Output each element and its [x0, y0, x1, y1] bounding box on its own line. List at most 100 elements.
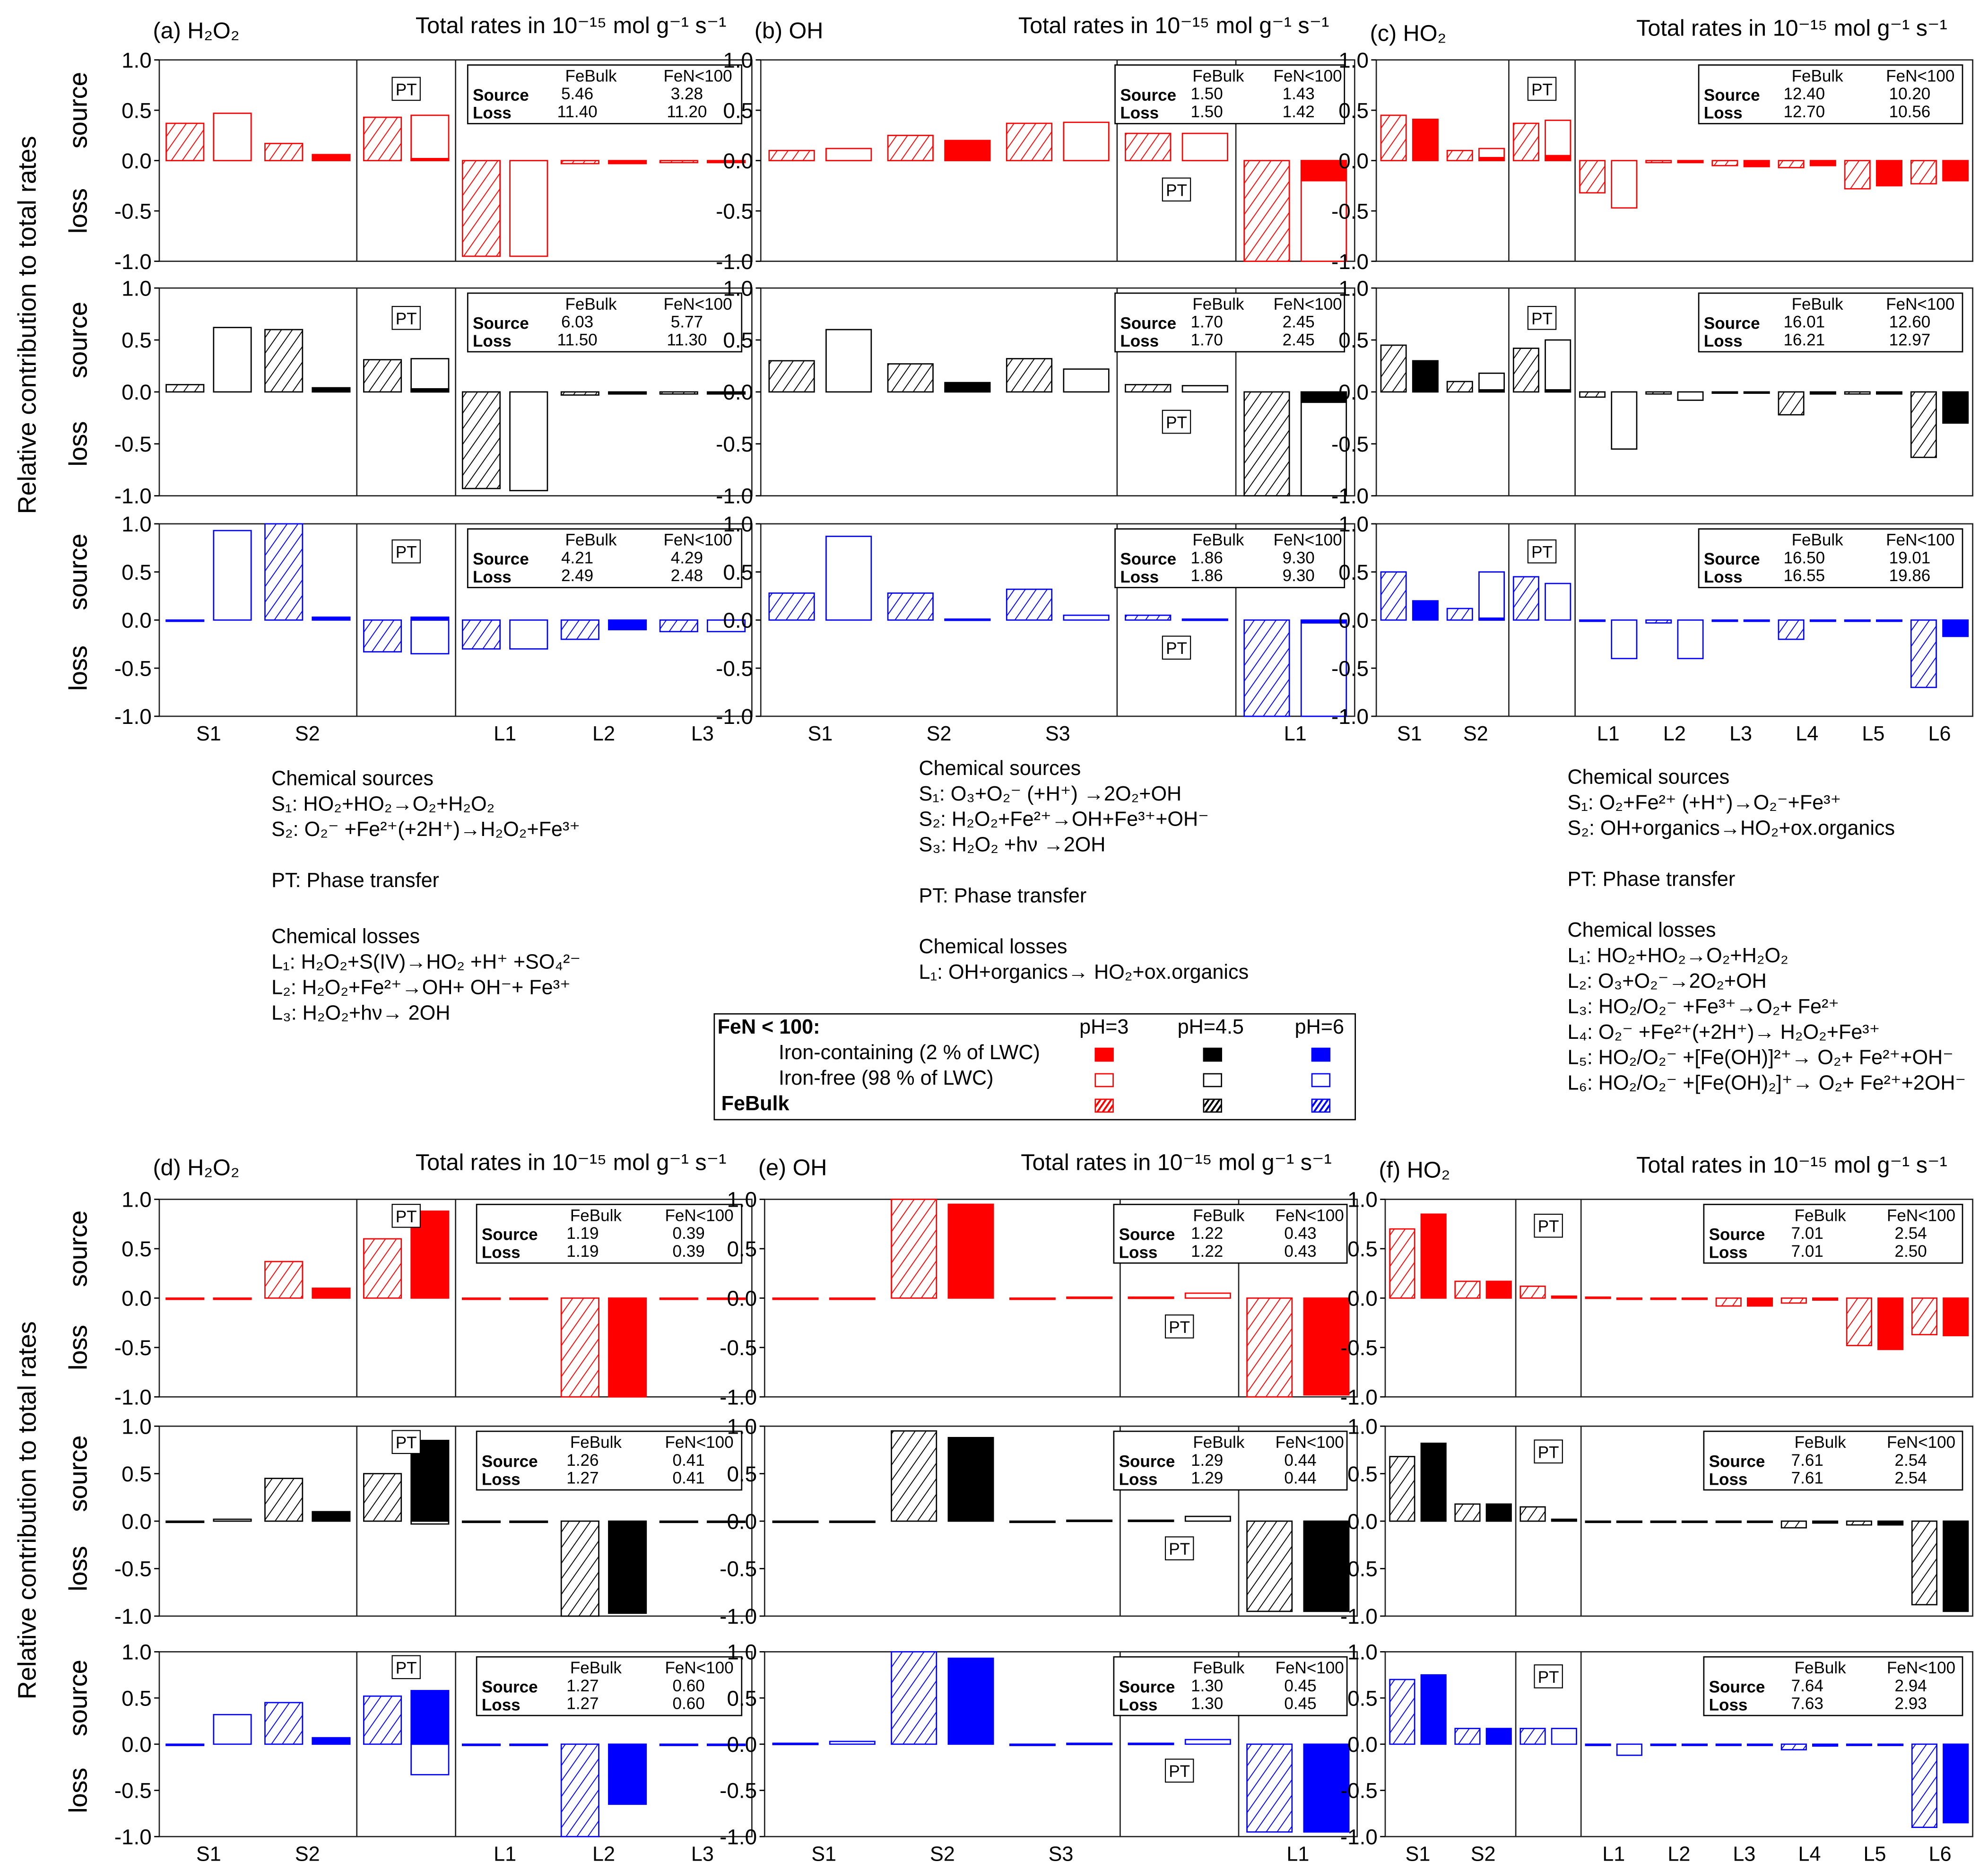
bar-febulk	[1125, 132, 1172, 161]
bar-febulk	[1446, 149, 1473, 161]
pt-label: PT	[1531, 310, 1553, 328]
source-axis-label: source	[64, 1436, 92, 1512]
bar-fen-iron-free	[410, 619, 450, 654]
y-tick-label: 0.5	[122, 98, 152, 122]
bar-febulk	[461, 619, 501, 650]
total-rates-title: Total rates in 10⁻¹⁵ mol g⁻¹ s⁻¹	[1636, 15, 1947, 41]
x-category-label: S3	[1045, 722, 1070, 745]
table-label-source: Source	[1119, 1678, 1175, 1697]
fen-source-value: 12.60	[1889, 313, 1931, 331]
bar-fen-iron-free	[825, 329, 872, 393]
bar-fen-iron-containing	[1809, 619, 1836, 622]
table-label-loss: Loss	[1704, 568, 1743, 586]
bar-fen-iron-free	[1611, 391, 1638, 450]
row-pH-4.5: 1.0 0.5 0.0 -0.5 -1.0 source loss PT FeBulk FeN<1…	[64, 276, 1973, 508]
bar-fen-iron-free	[1611, 160, 1638, 209]
y-tick-label: 1.0	[1338, 48, 1369, 72]
pt-label: PT	[396, 1434, 417, 1452]
bar-febulk	[1910, 160, 1937, 184]
y-tick-label: 0.5	[1347, 1686, 1378, 1710]
bar-febulk	[461, 391, 501, 489]
loss-reaction: L₃: HO₂/O₂⁻ +Fe³⁺→O₂+ Fe²⁺	[1567, 996, 1840, 1018]
bar-febulk	[1579, 619, 1606, 622]
x-category-label: L4	[1796, 722, 1818, 745]
y-tick-label: 0.0	[723, 380, 753, 404]
row-pH-6: 1.0 0.5 0.0 -0.5 -1.0 source loss PT FeBulk FeN<1…	[64, 512, 1355, 745]
loss-axis-label: loss	[64, 645, 92, 691]
source-axis-label: source	[64, 1210, 92, 1287]
bar-febulk	[1125, 384, 1172, 393]
table-header-fen: FeN<100	[1887, 1433, 1955, 1452]
febulk-loss-value: 1.27	[566, 1469, 599, 1488]
y-tick-label: -1.0	[114, 250, 152, 274]
febulk-loss-value: 16.21	[1783, 331, 1825, 349]
table-header-febulk: FeBulk	[1792, 67, 1844, 86]
table-header-febulk: FeBulk	[565, 67, 617, 86]
x-category-label: S3	[1049, 1843, 1074, 1865]
loss-reaction: L₆: HO₂/O₂⁻ +[Fe(OH)₂]⁺→ O₂+ Fe²⁺+2OH⁻	[1567, 1073, 1966, 1095]
y-tick-label: -1.0	[114, 1385, 152, 1409]
y-tick-label: -0.5	[1331, 199, 1369, 223]
bar-febulk	[1715, 1520, 1742, 1523]
bar-febulk	[1846, 1520, 1872, 1526]
source-axis-label: source	[64, 534, 92, 610]
bar-fen-iron-containing	[1420, 1674, 1447, 1745]
fen-loss-value: 0.44	[1284, 1469, 1316, 1488]
table-header-febulk: FeBulk	[1192, 295, 1244, 313]
pt-label-box	[391, 539, 421, 564]
bar-fen-iron-containing	[608, 1520, 647, 1614]
bar-fen-iron-containing	[1551, 1295, 1577, 1299]
fen-source-value: 19.01	[1889, 548, 1931, 567]
row-pH-4.5: 1.0 0.5 0.0 -0.5 -1.0 source loss PT FeBulk FeN<1…	[64, 1414, 1973, 1628]
table-label-loss: Loss	[1119, 1243, 1158, 1262]
y-tick-label: -0.5	[114, 1779, 152, 1803]
y-tick-label: -0.5	[720, 1779, 757, 1803]
febulk-source-value: 1.26	[566, 1451, 599, 1470]
row-pH-3: 1.0 0.5 0.0 -0.5 -1.0 source loss PT FeBulk FeN<1…	[64, 1188, 753, 1409]
bar-fen-iron-free	[1181, 618, 1228, 621]
y-tick-label: -1.0	[1331, 250, 1369, 274]
y-tick-label: -0.5	[114, 432, 152, 456]
bar-fen-iron-containing	[944, 618, 991, 621]
table-label-loss: Loss	[1120, 568, 1159, 586]
y-tick-label: -1.0	[114, 1604, 152, 1628]
source-axis-label: source	[64, 302, 92, 378]
table-box	[476, 1656, 743, 1716]
fen-source-value: 5.77	[671, 313, 703, 331]
fen-loss-value: 2.45	[1283, 331, 1315, 349]
y-tick-label: 0.0	[1338, 380, 1369, 404]
y-tick-label: -1.0	[720, 1604, 757, 1628]
bar-fen-iron-containing	[1616, 1520, 1642, 1523]
pt-label: PT	[1531, 543, 1553, 562]
table-header-fen: FeN<100	[1886, 531, 1954, 549]
table-box	[1703, 1656, 1963, 1716]
x-category-label: L3	[691, 722, 714, 745]
source-reaction: S₁: HO₂+HO₂→O₂+H₂O₂	[271, 794, 495, 816]
x-category-label: L3	[1729, 722, 1752, 745]
bar-febulk	[891, 1651, 938, 1745]
y-tick-label: 1.0	[122, 1188, 152, 1212]
table-header-febulk: FeBulk	[1192, 67, 1244, 86]
fen-loss-value: 0.43	[1284, 1242, 1316, 1261]
x-category-label: L2	[592, 722, 615, 745]
bar-febulk	[887, 135, 934, 161]
fen-source-value: 0.45	[1284, 1677, 1316, 1695]
bar-febulk	[264, 523, 304, 621]
y-axis-label: Relative contribution to total rates	[13, 1321, 41, 1699]
y-tick-label: 1.0	[122, 1640, 152, 1664]
table-box	[476, 1203, 743, 1264]
bar-febulk	[1128, 1742, 1174, 1745]
fen-source-value: 10.20	[1889, 85, 1931, 103]
fen-source-value: 2.54	[1895, 1451, 1927, 1470]
losses-heading: Chemical losses	[1567, 920, 1716, 942]
bar-febulk	[264, 143, 304, 161]
loss-axis-label: loss	[64, 645, 92, 691]
y-tick-label: -1.0	[1331, 484, 1369, 508]
table-header-fen: FeN<100	[664, 67, 732, 86]
febulk-source-value: 5.46	[561, 85, 593, 103]
table-label-loss: Loss	[482, 1243, 521, 1262]
